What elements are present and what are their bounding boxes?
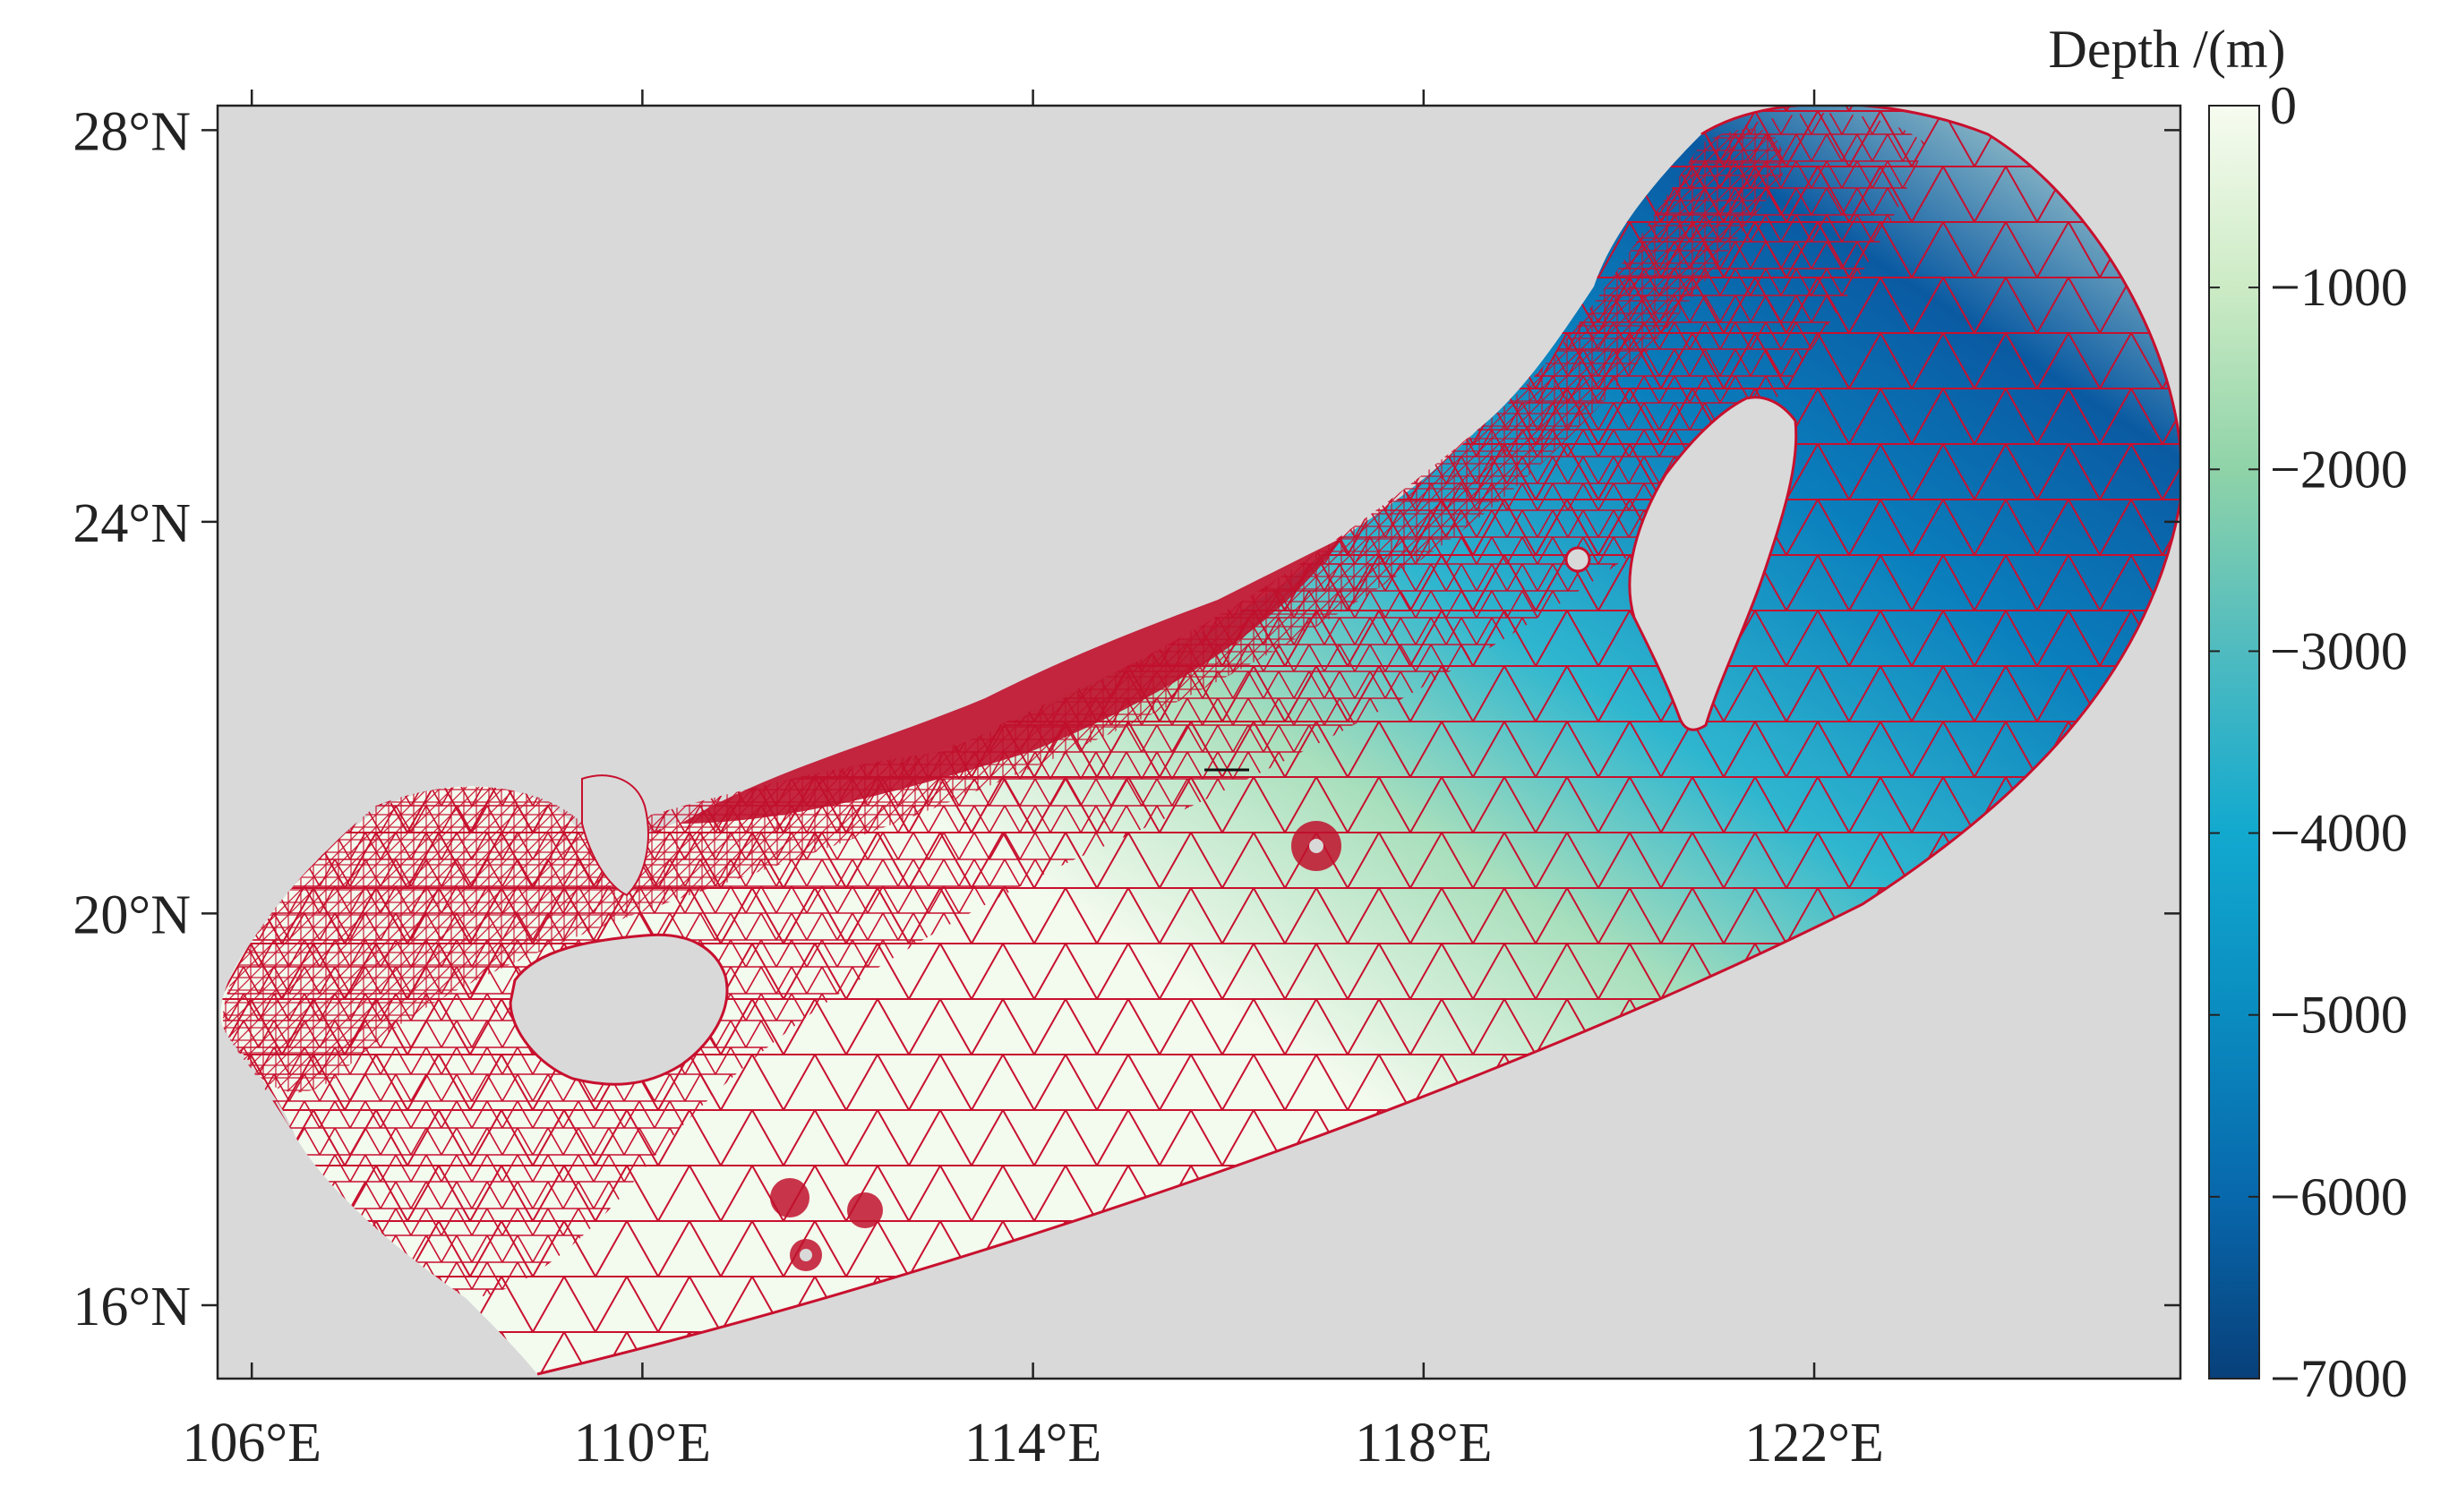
colorbar-tick-label: −4000 [2270, 804, 2408, 863]
plot-frame [216, 104, 2182, 1380]
y-tick-label: 20°N [73, 884, 191, 945]
dense-mesh-coastal-band [681, 537, 1343, 824]
penghu-islands [1564, 546, 1591, 573]
x-tick-label: 110°E [574, 1413, 711, 1474]
hainan-island [509, 933, 729, 1086]
y-axis: 16°N 20°N 24°N 28°N [73, 101, 2180, 1337]
x-tick-label: 122°E [1744, 1413, 1884, 1474]
colorbar-tick-label: −1000 [2270, 258, 2408, 317]
x-tick-label: 114°E [964, 1413, 1101, 1474]
colorbar-tick-label: −7000 [2270, 1349, 2408, 1408]
y-tick-label: 28°N [73, 101, 191, 162]
colorbar-tick-label: 0 [2270, 76, 2297, 135]
y-tick-label: 16°N [73, 1277, 191, 1337]
colorbar-title: Depth /(m) [2049, 20, 2286, 79]
colorbar-tick-label: −3000 [2270, 621, 2408, 680]
colorbar-tick-label: −6000 [2270, 1167, 2408, 1226]
leizhou-gap [581, 774, 649, 897]
x-axis: 106°E 110°E 114°E 118°E 122°E [182, 90, 1884, 1474]
x-tick-label: 106°E [182, 1413, 321, 1474]
taiwan-island [1628, 396, 1798, 731]
y-tick-label: 24°N [73, 493, 191, 554]
domain-boundary [536, 106, 2180, 1376]
colorbar-tick-label: −2000 [2270, 440, 2408, 499]
colorbar-tick-label: −5000 [2270, 986, 2408, 1045]
xisha-island [800, 1249, 812, 1261]
xisha-refinement-1 [770, 1178, 809, 1217]
colorbar-bar [2208, 105, 2260, 1380]
colorbar-ticks: 0 −1000 −2000 −3000 −4000 −5000 −6000 −7000 [2209, 76, 2408, 1408]
xisha-refinement-2 [847, 1192, 883, 1228]
x-tick-label: 118°E [1355, 1413, 1492, 1474]
dongsha-island [1309, 839, 1323, 853]
mesh-domain [220, 106, 2180, 1376]
